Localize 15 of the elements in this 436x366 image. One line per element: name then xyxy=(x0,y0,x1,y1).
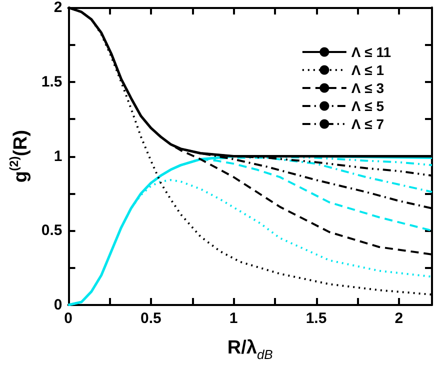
y-tick-label: 1.5 xyxy=(41,73,62,90)
x-tick-label: 2 xyxy=(394,310,404,327)
legend-label: Λ ≤ 1 xyxy=(351,62,384,78)
y-tick-label: 0 xyxy=(54,296,62,314)
legend-label: Λ ≤ 3 xyxy=(351,80,384,96)
x-tick-label: 1 xyxy=(229,310,238,327)
legend-label: Λ ≤ 5 xyxy=(351,98,384,114)
y-tick-label: 0.5 xyxy=(41,222,62,240)
y-axis-title: g(2)(R) xyxy=(7,130,32,183)
legend-label: Λ ≤ 11 xyxy=(351,44,392,60)
y-tick-label: 2 xyxy=(54,0,62,16)
legend-label: Λ ≤ 7 xyxy=(351,116,384,132)
y-tick-label: 1 xyxy=(54,148,62,165)
x-tick-label: 1.5 xyxy=(306,310,327,327)
x-tick-label: 0.5 xyxy=(140,310,162,327)
